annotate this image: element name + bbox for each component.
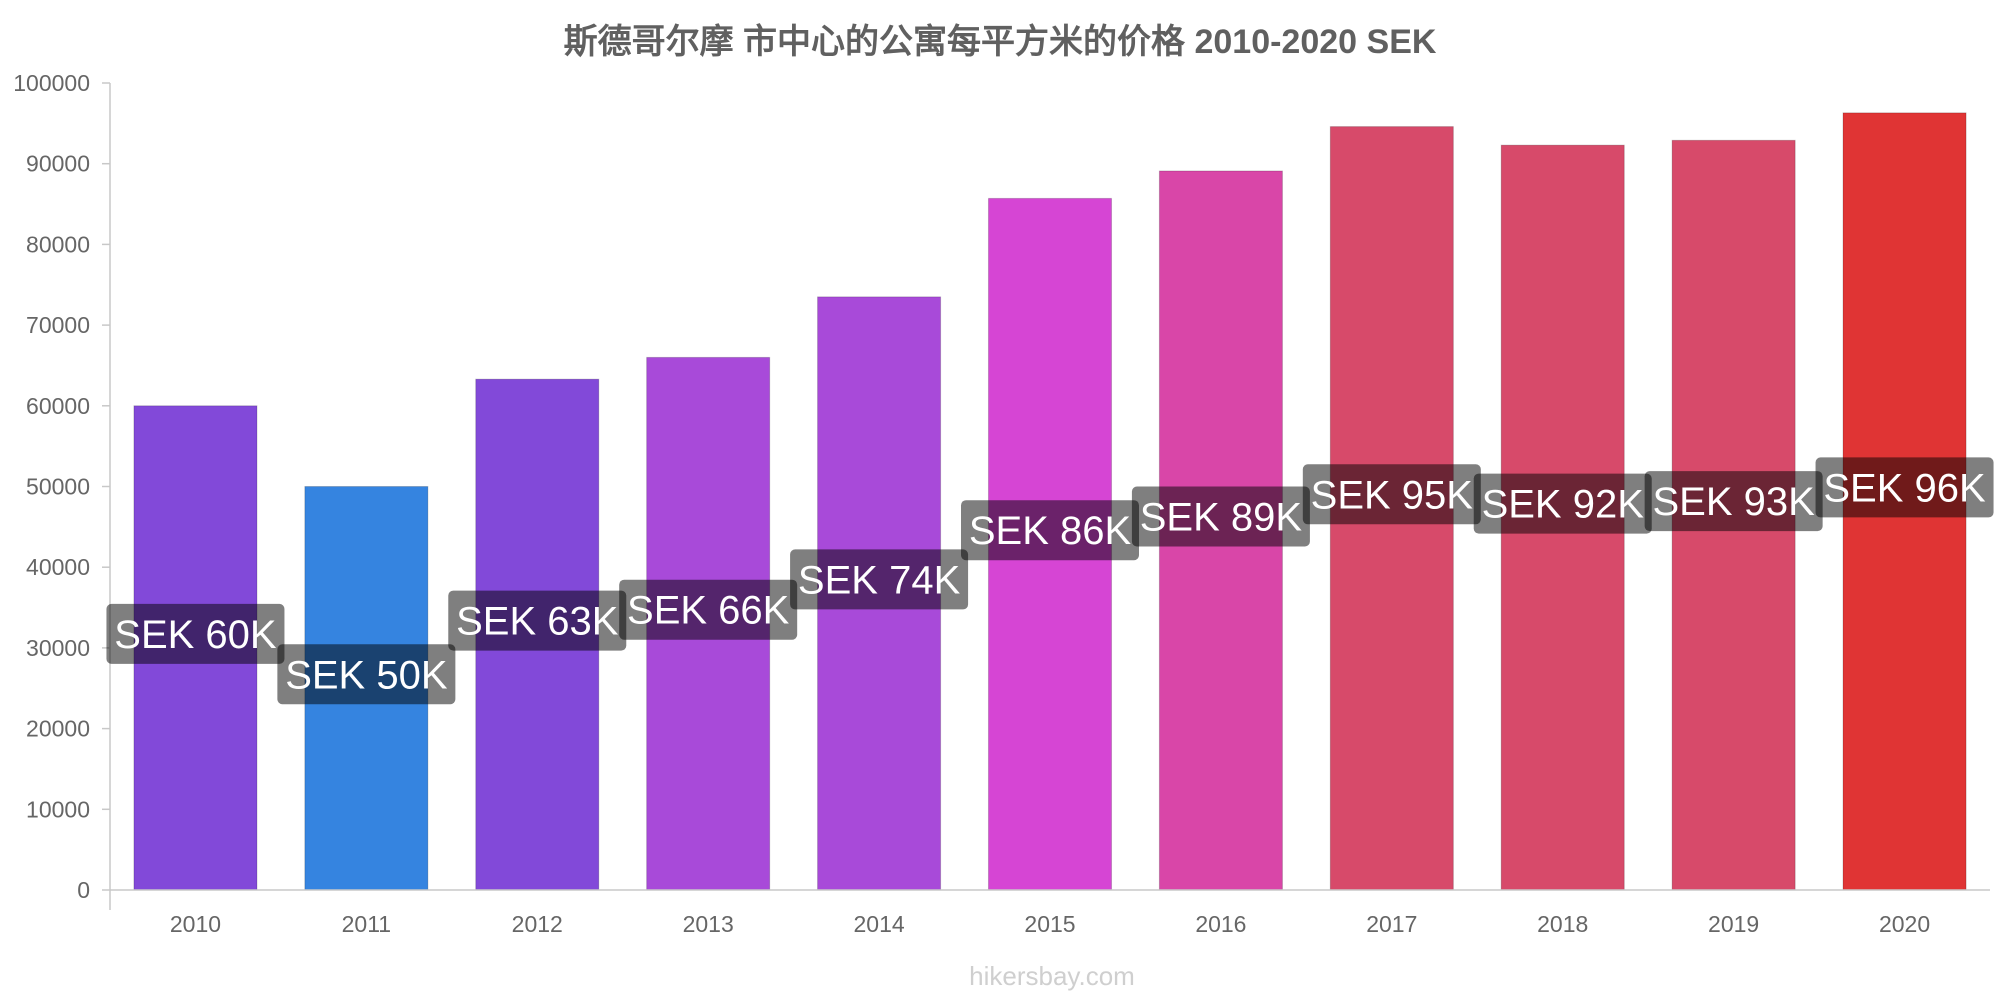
x-tick-label: 2018	[1537, 911, 1588, 937]
y-tick-label: 70000	[26, 312, 90, 338]
y-tick-label: 0	[77, 877, 90, 903]
data-label-text: SEK 86K	[969, 509, 1132, 553]
y-tick-label: 30000	[26, 635, 90, 661]
data-label-box	[1815, 457, 1994, 518]
data-label-box	[961, 500, 1139, 561]
y-tick-label: 100000	[13, 70, 90, 96]
data-label-2013: SEK 66K	[619, 579, 798, 640]
y-axis: 0 10000 20000 30000 40000 50000 60000 70000 8000…	[13, 70, 111, 910]
data-label-box	[1644, 471, 1823, 532]
data-label-text: SEK 89K	[1140, 495, 1303, 539]
data-label-box	[448, 590, 627, 651]
x-tick-label: 2017	[1366, 911, 1417, 937]
x-tick-label: 2012	[512, 911, 563, 937]
data-label-2020: SEK 96K	[1815, 457, 1994, 518]
data-label-text: SEK 63K	[456, 600, 619, 644]
y-tick-label: 60000	[26, 393, 90, 419]
x-tick-label: 2016	[1195, 911, 1246, 937]
data-label-text: SEK 50K	[285, 653, 448, 697]
data-label-box	[790, 549, 969, 610]
x-tick-label: 2010	[170, 911, 221, 937]
data-label-2018: SEK 92K	[1473, 473, 1652, 534]
y-tick-label: 50000	[26, 474, 90, 500]
data-label-box	[619, 579, 798, 640]
x-tick-label: 2015	[1024, 911, 1075, 937]
data-label-text: SEK 96K	[1823, 466, 1986, 510]
x-tick-label: 2011	[342, 911, 391, 937]
data-label-2011: SEK 50K	[277, 644, 456, 705]
x-axis: 2010 2011 2012 2013 2014 2015 2016 2017 2018 2019…	[110, 889, 1990, 937]
data-label-2016: SEK 89K	[1131, 486, 1310, 547]
data-label-text: SEK 74K	[798, 558, 961, 602]
data-label-text: SEK 92K	[1482, 483, 1645, 527]
footer-credit: hikersbay.com	[969, 961, 1135, 991]
data-label-2017: SEK 95K	[1302, 464, 1481, 525]
x-tick-label: 2019	[1708, 911, 1759, 937]
data-label-box	[1473, 473, 1652, 534]
data-label-text: SEK 95K	[1311, 473, 1474, 517]
data-label-2015: SEK 86K	[961, 500, 1139, 561]
data-label-box	[1131, 486, 1310, 547]
y-tick-label: 80000	[26, 231, 90, 257]
chart-title: 斯德哥尔摩 市中心的公寓每平方米的价格 2010-2020 SEK	[564, 22, 1437, 61]
x-tick-label: 2020	[1879, 911, 1930, 937]
data-label-2010: SEK 60K	[106, 603, 285, 664]
data-label-box	[106, 603, 285, 664]
y-tick-label: 90000	[26, 151, 90, 177]
data-label-2014: SEK 74K	[790, 549, 969, 610]
data-label-2012: SEK 63K	[448, 590, 627, 651]
data-label-text: SEK 93K	[1652, 480, 1815, 524]
data-label-text: SEK 60K	[114, 613, 277, 657]
data-label-box	[1302, 464, 1481, 525]
y-tick-label: 10000	[26, 796, 90, 822]
x-tick-label: 2013	[683, 911, 734, 937]
data-label-box	[277, 644, 456, 705]
x-tick-label: 2014	[854, 911, 905, 937]
y-tick-label: 20000	[26, 716, 90, 742]
data-label-2019: SEK 93K	[1644, 471, 1823, 532]
data-label-text: SEK 66K	[627, 589, 790, 633]
y-tick-label: 40000	[26, 554, 90, 580]
